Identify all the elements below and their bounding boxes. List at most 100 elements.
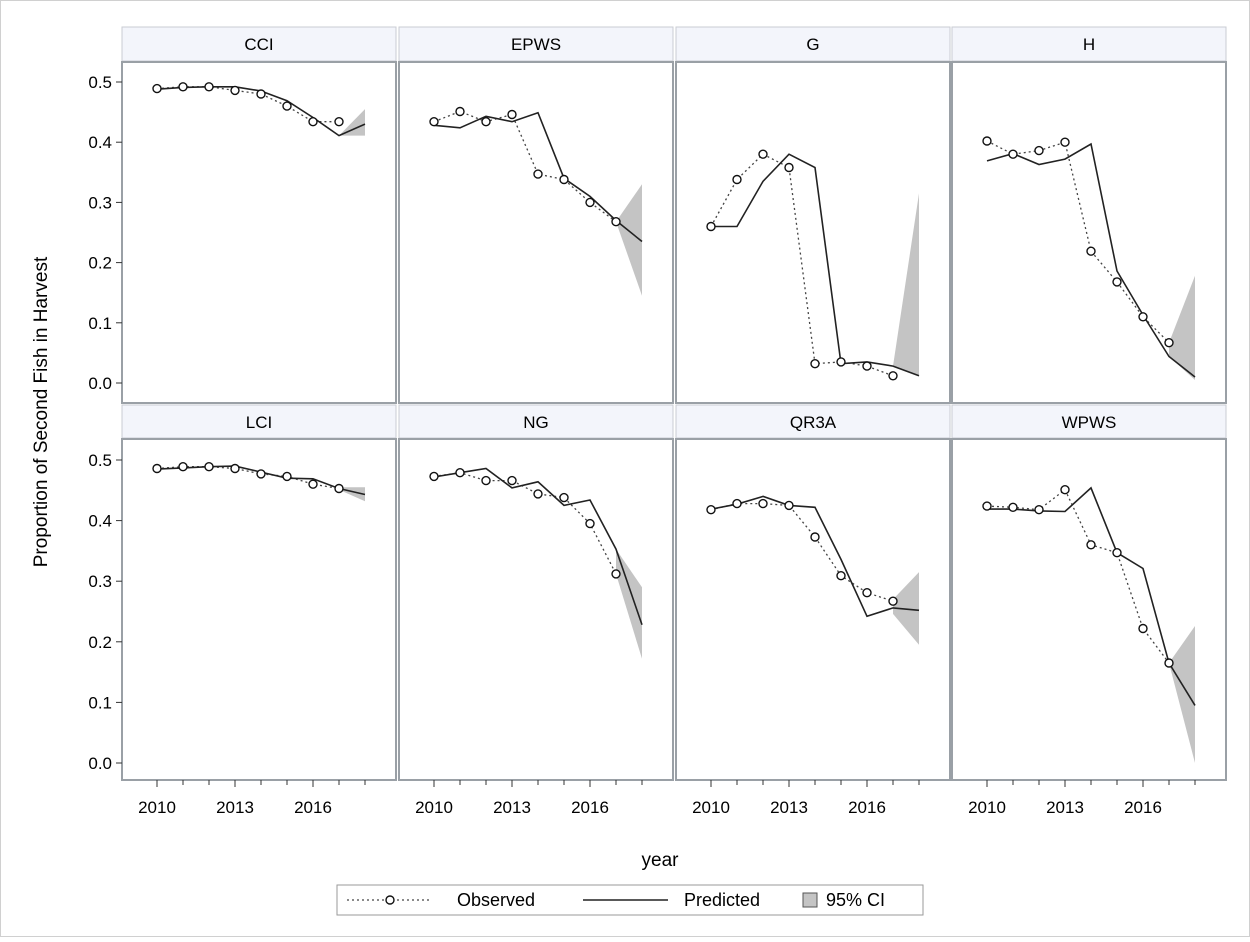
x-tick-label: 2010 bbox=[968, 798, 1006, 817]
y-tick-label: 0.5 bbox=[88, 451, 112, 470]
observed-point bbox=[334, 116, 344, 127]
observed-point bbox=[1112, 548, 1122, 558]
panel-frame bbox=[951, 438, 1227, 781]
observed-point bbox=[533, 489, 543, 499]
observed-point bbox=[1034, 145, 1044, 156]
legend-observed-marker bbox=[385, 895, 395, 905]
panel-title: H bbox=[1083, 35, 1095, 54]
observed-point bbox=[282, 471, 292, 482]
x-axis-label: year bbox=[642, 850, 680, 871]
observed-point bbox=[758, 149, 768, 159]
y-tick-label: 0.0 bbox=[88, 754, 112, 773]
observed-point bbox=[178, 82, 188, 92]
observed-point bbox=[836, 571, 846, 581]
predicted-line bbox=[710, 495, 920, 618]
panel-header bbox=[121, 26, 397, 62]
observed-point bbox=[611, 216, 621, 227]
observed-point bbox=[1112, 277, 1122, 287]
ci-band bbox=[1169, 626, 1195, 763]
panel-lci: LCI bbox=[121, 404, 397, 781]
y-tick-label: 0.0 bbox=[88, 374, 112, 393]
panel-epws: EPWS bbox=[398, 26, 674, 404]
observed-point bbox=[256, 469, 266, 479]
panel-title: CCI bbox=[244, 35, 273, 54]
predicted-line bbox=[433, 467, 643, 626]
observed-point bbox=[810, 532, 820, 542]
panel-wpws: WPWS bbox=[951, 404, 1227, 781]
predicted-line bbox=[433, 111, 643, 243]
ci-band bbox=[616, 549, 642, 659]
x-tick-label: 2016 bbox=[1124, 798, 1162, 817]
panel-cci: CCI bbox=[121, 26, 397, 404]
observed-point bbox=[1008, 149, 1018, 159]
observed-point bbox=[334, 483, 344, 494]
panel-header bbox=[398, 26, 674, 62]
observed-point bbox=[1164, 338, 1174, 348]
observed-point bbox=[1138, 623, 1148, 634]
observed-point bbox=[1164, 658, 1174, 668]
panel-frame bbox=[121, 61, 397, 404]
observed-point bbox=[810, 359, 820, 369]
observed-point bbox=[559, 492, 569, 503]
y-tick-label: 0.3 bbox=[88, 193, 112, 212]
x-tick-label: 2016 bbox=[571, 798, 609, 817]
observed-point bbox=[507, 109, 517, 120]
observed-point bbox=[481, 116, 491, 127]
x-tick-label: 2016 bbox=[848, 798, 886, 817]
observed-point bbox=[1060, 137, 1070, 147]
panel-header bbox=[398, 404, 674, 439]
observed-point bbox=[784, 162, 794, 173]
observed-point bbox=[862, 588, 872, 598]
observed-point bbox=[481, 475, 491, 486]
y-tick-label: 0.1 bbox=[88, 314, 112, 333]
ci-band bbox=[893, 193, 919, 376]
panel-frame bbox=[121, 438, 397, 781]
observed-point bbox=[455, 468, 465, 478]
observed-point bbox=[1086, 540, 1096, 550]
observed-point bbox=[732, 174, 742, 185]
observed-point bbox=[230, 463, 240, 474]
observed-point bbox=[836, 357, 846, 367]
x-tick-label: 2010 bbox=[415, 798, 453, 817]
observed-point bbox=[1060, 485, 1070, 495]
ci-band bbox=[339, 109, 365, 136]
panel-qr3a: QR3A bbox=[675, 404, 951, 781]
x-tick-label: 2013 bbox=[216, 798, 254, 817]
panel-h: H bbox=[951, 26, 1227, 404]
panel-title: LCI bbox=[246, 413, 272, 432]
legend-predicted-label: Predicted bbox=[684, 890, 760, 910]
ci-band bbox=[616, 184, 642, 296]
x-tick-label: 2013 bbox=[770, 798, 808, 817]
panel-header bbox=[675, 26, 951, 62]
observed-point bbox=[706, 221, 716, 232]
y-tick-label: 0.4 bbox=[88, 133, 112, 152]
x-tick-label: 2016 bbox=[294, 798, 332, 817]
y-tick-label: 0.2 bbox=[88, 254, 112, 273]
observed-point bbox=[308, 116, 318, 127]
observed-point bbox=[1086, 246, 1096, 256]
observed-point bbox=[533, 169, 543, 179]
observed-point bbox=[429, 471, 439, 482]
panel-title: WPWS bbox=[1062, 413, 1117, 432]
observed-point bbox=[152, 83, 162, 94]
x-tick-label: 2013 bbox=[493, 798, 531, 817]
y-tick-label: 0.2 bbox=[88, 633, 112, 652]
x-tick-label: 2010 bbox=[692, 798, 730, 817]
observed-point bbox=[611, 569, 621, 579]
observed-point bbox=[862, 361, 872, 371]
panel-header bbox=[951, 404, 1227, 439]
y-tick-label: 0.3 bbox=[88, 572, 112, 591]
observed-point bbox=[784, 500, 794, 511]
panel-header bbox=[121, 404, 397, 439]
ci-band bbox=[1169, 275, 1195, 380]
panel-header bbox=[675, 404, 951, 439]
legend-ci-label: 95% CI bbox=[826, 890, 885, 910]
observed-point bbox=[256, 89, 266, 99]
x-tick-label: 2010 bbox=[138, 798, 176, 817]
panel-g: G bbox=[675, 26, 951, 404]
observed-point bbox=[178, 462, 188, 472]
y-tick-label: 0.5 bbox=[88, 73, 112, 92]
observed-point bbox=[982, 136, 992, 146]
panel-title: EPWS bbox=[511, 35, 561, 54]
